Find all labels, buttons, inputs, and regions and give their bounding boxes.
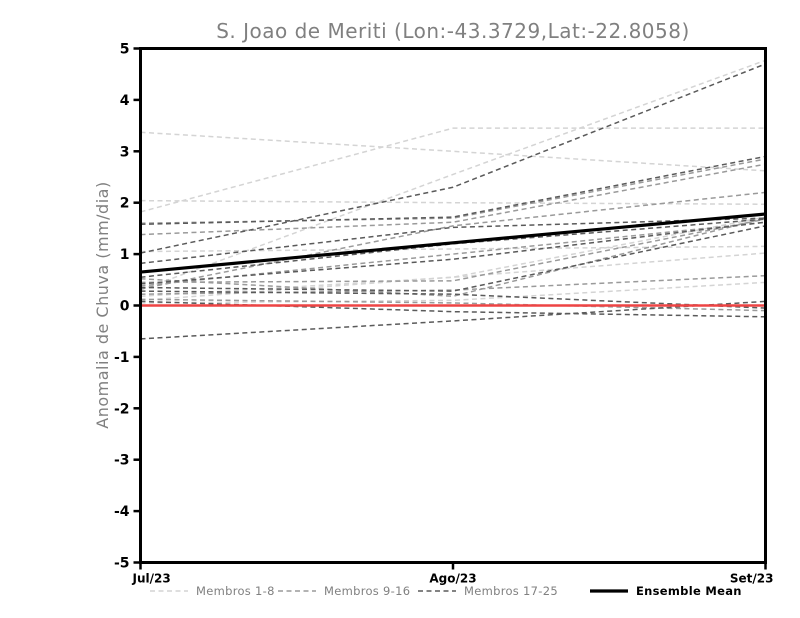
member-line-path [140, 290, 766, 309]
member-line-path [140, 131, 766, 172]
member-line-path [140, 127, 766, 213]
legend-label: Membros 1-8 [196, 584, 275, 598]
member-line-path [140, 63, 766, 254]
y-tick-label: 1 [120, 247, 130, 263]
ensemble-mean-line-path [140, 212, 766, 274]
y-tick-label: -5 [114, 556, 130, 572]
y-tick-label: -4 [114, 504, 130, 520]
member-line-path [140, 221, 766, 285]
member-line-path [140, 252, 766, 297]
y-tick-label: 0 [120, 299, 130, 315]
y-tick-label: 2 [120, 196, 130, 212]
member-line-path [140, 225, 766, 292]
y-tick-label: -3 [114, 453, 130, 469]
ensemble-mean-line [140, 212, 766, 274]
plot-frame [139, 47, 767, 564]
member-line-path [140, 300, 766, 340]
x-tick-label: Jul/23 [132, 572, 171, 586]
y-axis-label: Anomalia de Chuva (mm/dia) [93, 181, 112, 428]
y-tick-label: -2 [114, 401, 130, 417]
y-tick-label: 5 [120, 42, 130, 58]
member-line-path [140, 281, 766, 304]
member-line-path [140, 155, 766, 226]
legend-label: Ensemble Mean [636, 584, 742, 598]
series-lines-layer [140, 59, 766, 340]
member-line-path [140, 218, 766, 278]
legend-label: Membros 9-16 [324, 584, 410, 598]
member-line-path [140, 217, 766, 265]
legend-label: Membros 17-25 [464, 584, 558, 598]
y-axis-ticks: -5 -4 -3 -2 -1 0 1 2 3 4 5 [114, 42, 141, 572]
y-tick-label: 4 [120, 93, 130, 109]
chart-title: S. Joao de Meriti (Lon:-43.3729,Lat:-22.… [216, 19, 690, 43]
member-line-path [140, 217, 766, 297]
chart-legend: Membros 1-8 Membros 9-16 Membros 17-25 Ense… [150, 584, 742, 598]
x-tick-label: Set/23 [730, 572, 774, 586]
x-tick-label: Ago/23 [429, 572, 476, 586]
y-tick-label: -1 [114, 350, 130, 366]
member-line-path [140, 218, 766, 284]
y-tick-label: 3 [120, 144, 130, 160]
member-line-path [140, 191, 766, 290]
